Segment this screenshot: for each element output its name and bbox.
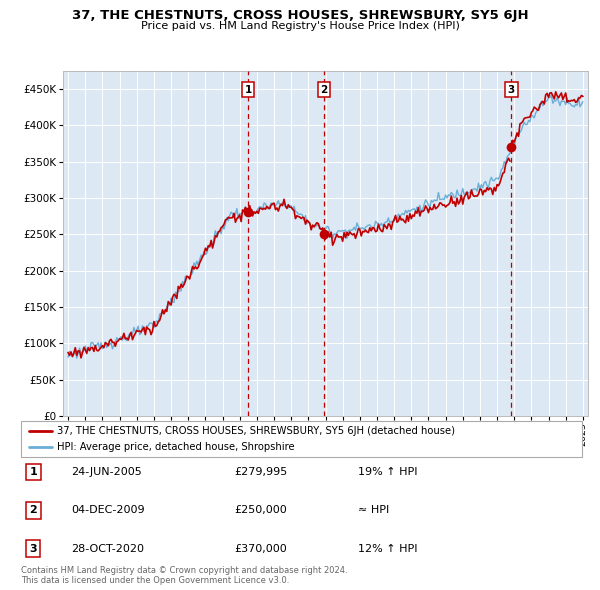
Text: 28-OCT-2020: 28-OCT-2020 [71,544,145,553]
Text: 37, THE CHESTNUTS, CROSS HOUSES, SHREWSBURY, SY5 6JH (detached house): 37, THE CHESTNUTS, CROSS HOUSES, SHREWSB… [58,425,455,435]
Text: ≈ HPI: ≈ HPI [358,506,389,515]
FancyBboxPatch shape [21,421,582,457]
Text: This data is licensed under the Open Government Licence v3.0.: This data is licensed under the Open Gov… [21,576,289,585]
Text: 24-JUN-2005: 24-JUN-2005 [71,467,142,477]
Text: £279,995: £279,995 [234,467,287,477]
Text: 1: 1 [29,467,37,477]
Text: Contains HM Land Registry data © Crown copyright and database right 2024.: Contains HM Land Registry data © Crown c… [21,566,347,575]
Text: 3: 3 [29,544,37,553]
Text: 12% ↑ HPI: 12% ↑ HPI [358,544,417,553]
Text: 04-DEC-2009: 04-DEC-2009 [71,506,145,515]
Text: 19% ↑ HPI: 19% ↑ HPI [358,467,417,477]
Text: £250,000: £250,000 [234,506,287,515]
Text: 1: 1 [244,85,251,95]
Text: 3: 3 [508,85,515,95]
Text: Price paid vs. HM Land Registry's House Price Index (HPI): Price paid vs. HM Land Registry's House … [140,21,460,31]
Text: HPI: Average price, detached house, Shropshire: HPI: Average price, detached house, Shro… [58,442,295,453]
Text: 2: 2 [29,506,37,515]
Text: 37, THE CHESTNUTS, CROSS HOUSES, SHREWSBURY, SY5 6JH: 37, THE CHESTNUTS, CROSS HOUSES, SHREWSB… [71,9,529,22]
Text: £370,000: £370,000 [234,544,287,553]
Text: 2: 2 [320,85,328,95]
